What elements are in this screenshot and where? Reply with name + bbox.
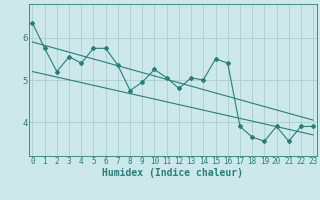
X-axis label: Humidex (Indice chaleur): Humidex (Indice chaleur) (102, 168, 243, 178)
